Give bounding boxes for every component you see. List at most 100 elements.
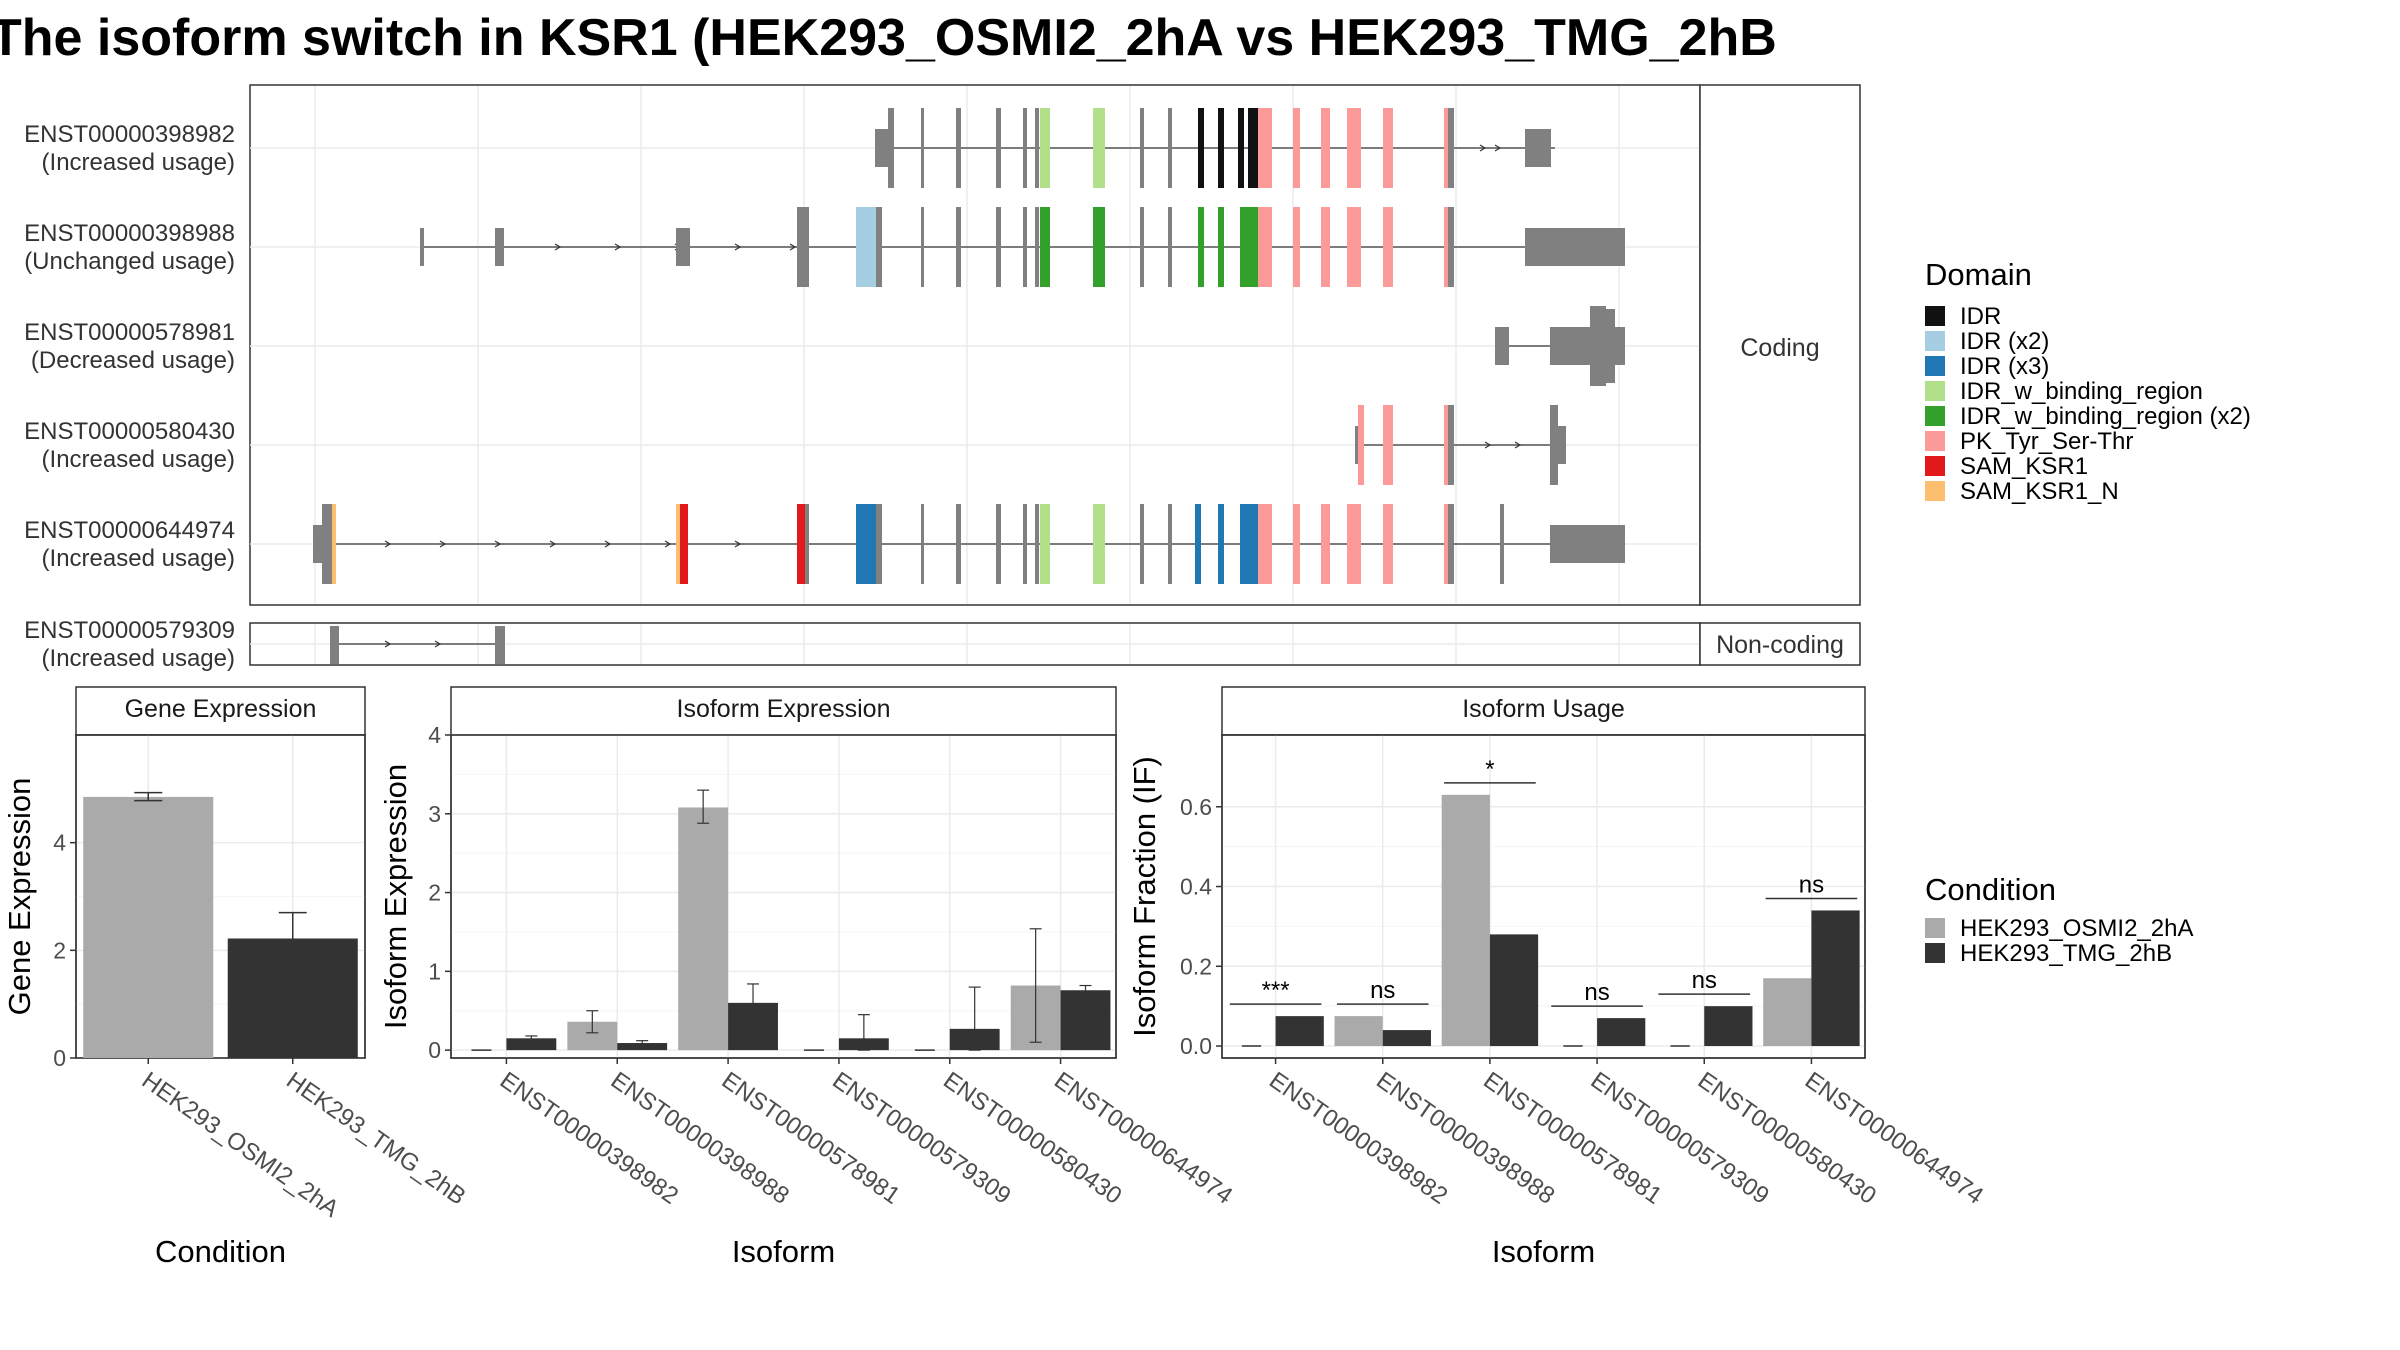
x-tick-label: ENST00000644974	[1800, 1067, 1988, 1210]
exon-block	[1444, 207, 1448, 287]
transcript-usage-label: (Decreased usage)	[31, 347, 235, 374]
exon-block	[1293, 108, 1300, 188]
transcript-usage-label: (Increased usage)	[42, 149, 235, 176]
exon-block	[1383, 504, 1393, 584]
intron-arrow	[1484, 441, 1492, 449]
exon-block	[1383, 108, 1393, 188]
exon-block	[921, 207, 924, 287]
exon-block	[313, 525, 323, 563]
exon-block	[996, 108, 1001, 188]
exon-block	[1500, 504, 1504, 584]
exon-block	[1383, 207, 1393, 287]
y-tick-label: 0.2	[1180, 953, 1212, 979]
panel-strip	[75, 686, 366, 736]
exon-block	[1093, 108, 1105, 188]
exon-block	[1525, 228, 1625, 266]
exon-block	[680, 504, 688, 584]
significance-label: ns	[1799, 871, 1824, 898]
exon-block	[676, 228, 690, 266]
exon-block	[1248, 207, 1258, 287]
exon-block	[888, 108, 894, 188]
exon-block	[1448, 108, 1454, 188]
condition-legend-label: HEK293_TMG_2hB	[1960, 940, 2172, 967]
y-tick-label: 3	[428, 801, 441, 827]
exon-block	[996, 207, 1001, 287]
exon-block	[1023, 504, 1027, 584]
exon-block	[330, 626, 339, 664]
bar	[1811, 910, 1860, 1047]
exon-block	[1040, 504, 1050, 584]
panel-border	[75, 734, 366, 1059]
panel-strip	[1221, 686, 1866, 736]
exon-block	[1248, 504, 1258, 584]
significance-label: ***	[1262, 977, 1290, 1004]
panel-title: Isoform Usage	[1462, 695, 1625, 723]
exon-block	[875, 129, 889, 167]
transcript-id-label: ENST00000578981	[24, 319, 235, 346]
intron-arrow	[494, 540, 502, 548]
exon-block	[676, 504, 680, 584]
exon-block	[1258, 504, 1272, 584]
coding-panel	[249, 84, 1701, 606]
intron-arrow	[664, 540, 672, 548]
intron-arrow	[434, 640, 442, 648]
domain-legend-swatch	[1925, 406, 1945, 426]
x-tick-label: ENST00000398982	[1264, 1067, 1452, 1210]
exon-block	[1293, 504, 1300, 584]
panel-border	[450, 734, 1117, 1059]
exon-block	[1198, 108, 1204, 188]
y-tick-label: 0.6	[1180, 794, 1212, 820]
transcript-id-label: ENST00000579309	[24, 617, 235, 644]
exon-block	[1140, 108, 1144, 188]
exon-block	[876, 504, 882, 584]
panel-frame	[1221, 734, 1866, 1059]
bar	[1763, 978, 1812, 1047]
intron-arrow	[384, 640, 392, 648]
significance-label: ns	[1692, 967, 1717, 994]
exon-block	[1035, 504, 1039, 584]
exon-block	[797, 504, 805, 584]
domain-legend-label: IDR (x2)	[1960, 328, 2049, 355]
x-tick-label: ENST00000580430	[1693, 1067, 1881, 1210]
y-axis-title: Isoform Fraction (IF)	[1127, 756, 1162, 1037]
intron-arrow	[1494, 144, 1502, 152]
exon-block	[921, 108, 924, 188]
bar	[1489, 934, 1539, 1047]
exon-block	[1347, 108, 1361, 188]
x-tick-label: ENST00000580430	[938, 1067, 1126, 1210]
exon-block	[1040, 207, 1050, 287]
noncoding-strip-label: Non-coding	[1716, 631, 1844, 659]
exon-block	[1550, 525, 1625, 563]
exon-block	[1444, 504, 1448, 584]
exon-block	[1358, 405, 1364, 485]
transcript-usage-label: (Unchanged usage)	[24, 248, 235, 275]
exon-block	[1444, 108, 1448, 188]
exon-block	[797, 207, 809, 287]
coding-strip	[1699, 84, 1861, 606]
exon-block	[1240, 504, 1248, 584]
exon-block	[495, 626, 505, 664]
exon-block	[1550, 405, 1558, 485]
exon-block	[1448, 405, 1454, 485]
intron-arrow	[384, 540, 392, 548]
y-tick-label: 2	[53, 937, 66, 963]
exon-block	[1321, 108, 1330, 188]
transcript-id-label: ENST00000644974	[24, 517, 235, 544]
x-tick-label: ENST00000644974	[1049, 1067, 1237, 1210]
x-axis-title: Isoform	[1492, 1234, 1595, 1269]
exon-block	[495, 228, 504, 266]
panel-frame	[450, 734, 1117, 1059]
significance-label: ns	[1370, 977, 1395, 1004]
domain-legend-swatch	[1925, 481, 1945, 501]
domain-legend-label: PK_Tyr_Ser-Thr	[1960, 428, 2133, 455]
exon-block	[1168, 504, 1172, 584]
exon-block	[805, 504, 809, 584]
intron-arrow	[789, 243, 797, 251]
intron-arrow	[439, 540, 447, 548]
bar	[617, 1043, 668, 1051]
exon-block	[876, 207, 882, 287]
page-title: The isoform switch in KSR1 (HEK293_OSMI2…	[0, 9, 1777, 67]
exon-block	[1383, 405, 1393, 485]
panel-strip	[450, 686, 1117, 736]
